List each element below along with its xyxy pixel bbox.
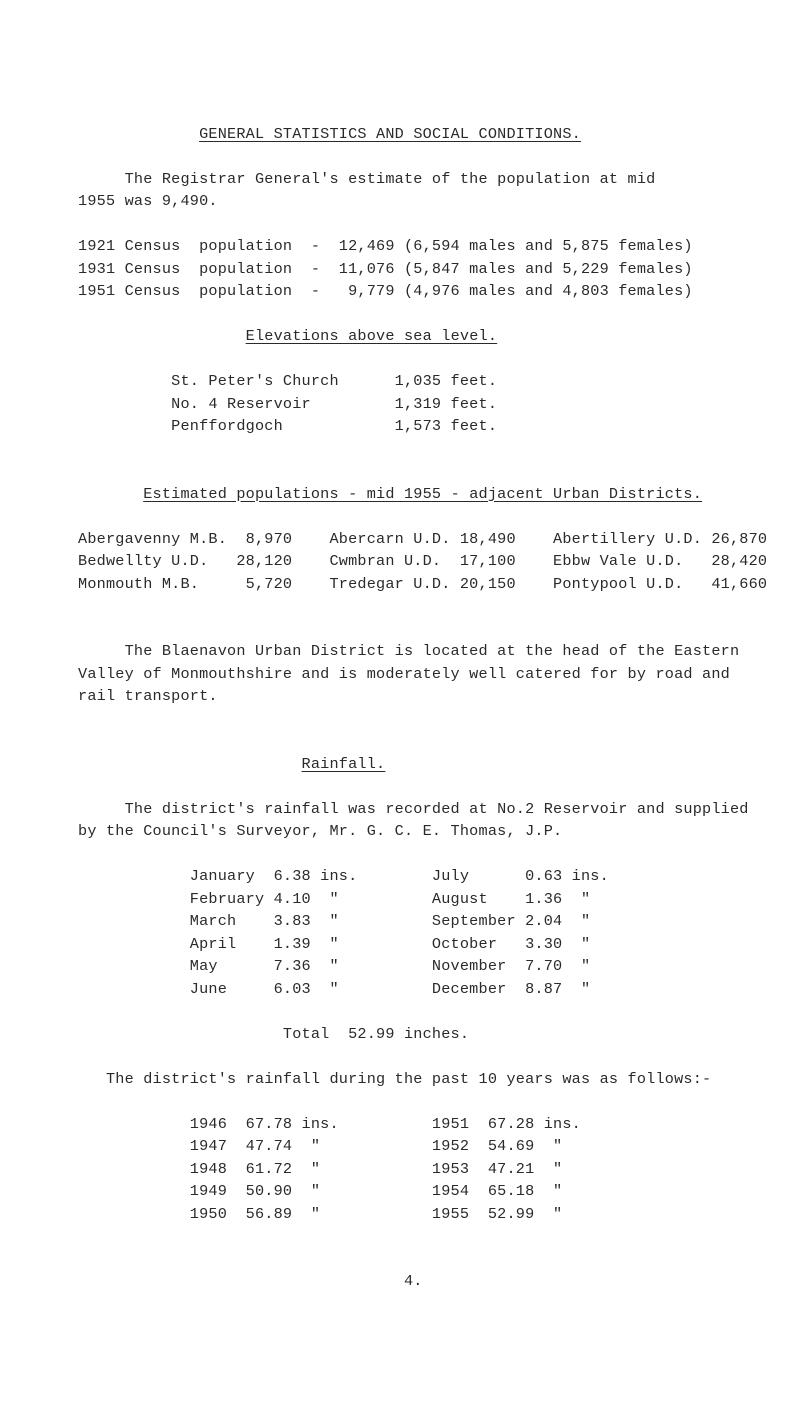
blaenavon-paragraph: The Blaenavon Urban District is located … [78,642,739,660]
blaenavon-paragraph: rail transport. [78,687,218,705]
past-10-years-row: 1949 50.90 " 1954 65.18 " [78,1182,562,1200]
rainfall-row: January 6.38 ins. July 0.63 ins. [78,867,609,885]
rainfall-heading: Rainfall. [302,755,386,773]
elevation-row: No. 4 Reservoir 1,319 feet. [78,395,497,413]
past-10-years-row: 1946 67.78 ins. 1951 67.28 ins. [78,1115,581,1133]
intro-line-2: 1955 was 9,490. [78,192,218,210]
rainfall-row: June 6.03 " December 8.87 " [78,980,590,998]
rainfall-row: February 4.10 " August 1.36 " [78,890,590,908]
elevations-heading: Elevations above sea level. [246,327,497,345]
rainfall-intro: by the Council's Surveyor, Mr. G. C. E. … [78,822,562,840]
page-number: 4. [78,1272,423,1290]
blaenavon-paragraph: Valley of Monmouthshire and is moderatel… [78,665,730,683]
past-10-years-row: 1947 47.74 " 1952 54.69 " [78,1137,562,1155]
intro-line-1: The Registrar General's estimate of the … [78,170,655,188]
page-title: GENERAL STATISTICS AND SOCIAL CONDITIONS… [199,125,581,143]
elevation-row: Penffordgoch 1,573 feet. [78,417,497,435]
estimated-population-row: Abergavenny M.B. 8,970 Abercarn U.D. 18,… [78,530,767,548]
rainfall-intro: The district's rainfall was recorded at … [78,800,749,818]
estimated-populations-heading: Estimated populations - mid 1955 - adjac… [143,485,702,503]
rainfall-row: April 1.39 " October 3.30 " [78,935,590,953]
estimated-population-row: Bedwellty U.D. 28,120 Cwmbran U.D. 17,10… [78,552,767,570]
rainfall-row: May 7.36 " November 7.70 " [78,957,590,975]
census-row: 1951 Census population - 9,779 (4,976 ma… [78,282,693,300]
estimated-population-row: Monmouth M.B. 5,720 Tredegar U.D. 20,150… [78,575,767,593]
past-10-years-intro: The district's rainfall during the past … [78,1070,711,1088]
rainfall-total: Total 52.99 inches. [78,1025,469,1043]
past-10-years-row: 1948 61.72 " 1953 47.21 " [78,1160,562,1178]
census-row: 1931 Census population - 11,076 (5,847 m… [78,260,693,278]
document-page: GENERAL STATISTICS AND SOCIAL CONDITIONS… [0,0,800,1401]
elevation-row: St. Peter's Church 1,035 feet. [78,372,497,390]
rainfall-row: March 3.83 " September 2.04 " [78,912,590,930]
past-10-years-row: 1950 56.89 " 1955 52.99 " [78,1205,562,1223]
census-row: 1921 Census population - 12,469 (6,594 m… [78,237,693,255]
